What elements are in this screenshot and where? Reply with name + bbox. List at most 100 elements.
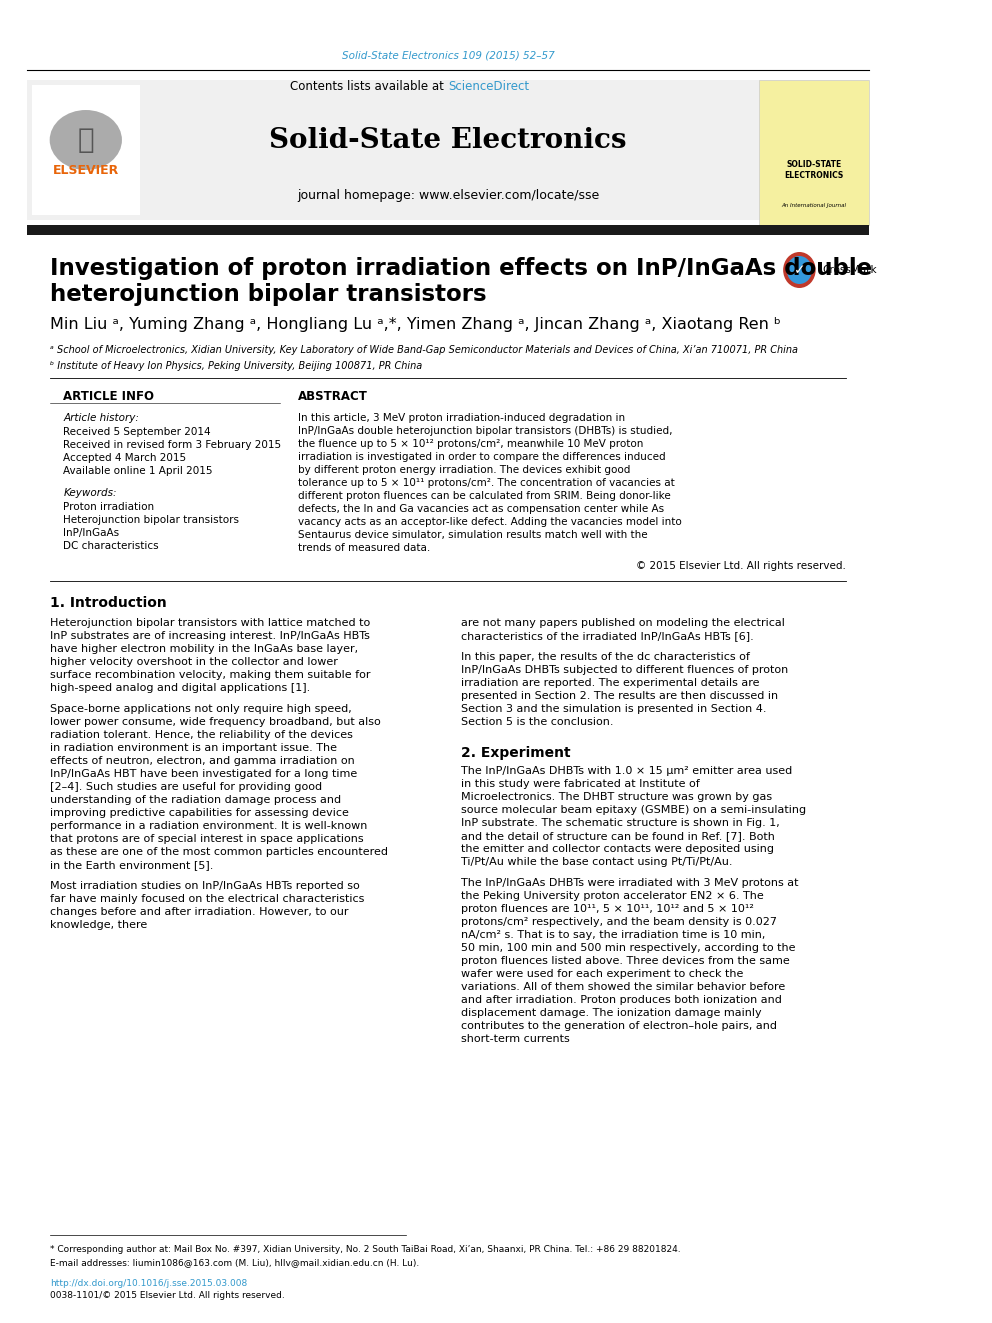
Text: InP substrates are of increasing interest. InP/InGaAs HBTs: InP substrates are of increasing interes… — [50, 631, 370, 642]
Text: wafer were used for each experiment to check the: wafer were used for each experiment to c… — [460, 968, 743, 979]
Text: An International Journal: An International Journal — [782, 202, 846, 208]
Text: lower power consume, wide frequency broadband, but also: lower power consume, wide frequency broa… — [50, 717, 380, 728]
Text: DC characteristics: DC characteristics — [63, 541, 159, 550]
Text: ELSEVIER: ELSEVIER — [53, 164, 119, 176]
Text: understanding of the radiation damage process and: understanding of the radiation damage pr… — [50, 795, 341, 804]
Text: characteristics of the irradiated InP/InGaAs HBTs [6].: characteristics of the irradiated InP/In… — [460, 631, 753, 642]
Text: in radiation environment is an important issue. The: in radiation environment is an important… — [50, 744, 336, 753]
Text: Heterojunction bipolar transistors with lattice matched to: Heterojunction bipolar transistors with … — [50, 618, 370, 628]
Text: variations. All of them showed the similar behavior before: variations. All of them showed the simil… — [460, 982, 785, 992]
Text: and the detail of structure can be found in Ref. [7]. Both: and the detail of structure can be found… — [460, 831, 775, 841]
Text: Contents lists available at: Contents lists available at — [291, 81, 448, 94]
Text: SOLID-STATE
ELECTRONICS: SOLID-STATE ELECTRONICS — [785, 160, 843, 180]
Text: journal homepage: www.elsevier.com/locate/sse: journal homepage: www.elsevier.com/locat… — [297, 188, 599, 201]
Text: far have mainly focused on the electrical characteristics: far have mainly focused on the electrica… — [50, 894, 364, 904]
Text: heterojunction bipolar transistors: heterojunction bipolar transistors — [50, 283, 486, 307]
Text: protons/cm² respectively, and the beam density is 0.027: protons/cm² respectively, and the beam d… — [460, 917, 777, 927]
Text: Proton irradiation: Proton irradiation — [63, 501, 155, 512]
Text: Solid-State Electronics: Solid-State Electronics — [269, 127, 627, 153]
Text: [2–4]. Such studies are useful for providing good: [2–4]. Such studies are useful for provi… — [50, 782, 321, 792]
Text: Space-borne applications not only require high speed,: Space-borne applications not only requir… — [50, 704, 351, 714]
Text: 0038-1101/© 2015 Elsevier Ltd. All rights reserved.: 0038-1101/© 2015 Elsevier Ltd. All right… — [50, 1291, 285, 1301]
Text: short-term currents: short-term currents — [460, 1035, 569, 1044]
Text: higher velocity overshoot in the collector and lower: higher velocity overshoot in the collect… — [50, 658, 337, 667]
Text: as these are one of the most common particles encountered: as these are one of the most common part… — [50, 847, 388, 857]
Text: displacement damage. The ionization damage mainly: displacement damage. The ionization dama… — [460, 1008, 761, 1017]
Text: Accepted 4 March 2015: Accepted 4 March 2015 — [63, 452, 186, 463]
Text: effects of neutron, electron, and gamma irradiation on: effects of neutron, electron, and gamma … — [50, 755, 354, 766]
Text: Min Liu ᵃ, Yuming Zhang ᵃ, Hongliang Lu ᵃ,*, Yimen Zhang ᵃ, Jincan Zhang ᵃ, Xiao: Min Liu ᵃ, Yuming Zhang ᵃ, Hongliang Lu … — [50, 318, 781, 332]
Text: proton fluences are 10¹¹, 5 × 10¹¹, 10¹² and 5 × 10¹²: proton fluences are 10¹¹, 5 × 10¹¹, 10¹²… — [460, 904, 754, 914]
Text: high-speed analog and digital applications [1].: high-speed analog and digital applicatio… — [50, 683, 310, 693]
Text: ᵇ Institute of Heavy Ion Physics, Peking University, Beijing 100871, PR China: ᵇ Institute of Heavy Ion Physics, Peking… — [50, 361, 422, 370]
Text: 🌳: 🌳 — [77, 126, 94, 153]
Text: trends of measured data.: trends of measured data. — [298, 542, 431, 553]
Text: the emitter and collector contacts were deposited using: the emitter and collector contacts were … — [460, 844, 774, 855]
Circle shape — [783, 251, 815, 288]
Text: Section 5 is the conclusion.: Section 5 is the conclusion. — [460, 717, 613, 728]
Text: 2. Experiment: 2. Experiment — [460, 746, 570, 759]
Bar — [759, 79, 869, 225]
Text: InP/InGaAs HBT have been investigated for a long time: InP/InGaAs HBT have been investigated fo… — [50, 769, 357, 779]
Text: InP/InGaAs: InP/InGaAs — [63, 528, 119, 538]
Text: CrossMark: CrossMark — [822, 265, 877, 275]
Text: knowledge, there: knowledge, there — [50, 919, 147, 930]
Text: ARTICLE INFO: ARTICLE INFO — [63, 390, 154, 404]
Text: in this study were fabricated at Institute of: in this study were fabricated at Institu… — [460, 779, 699, 789]
Text: proton fluences listed above. Three devices from the same: proton fluences listed above. Three devi… — [460, 957, 790, 966]
Bar — [27, 225, 869, 235]
Text: changes before and after irradiation. However, to our: changes before and after irradiation. Ho… — [50, 908, 348, 917]
Text: © 2015 Elsevier Ltd. All rights reserved.: © 2015 Elsevier Ltd. All rights reserved… — [637, 561, 846, 572]
Text: ✓: ✓ — [794, 263, 806, 277]
Text: in the Earth environment [5].: in the Earth environment [5]. — [50, 860, 213, 871]
Text: In this paper, the results of the dc characteristics of: In this paper, the results of the dc cha… — [460, 652, 750, 662]
Text: nA/cm² s. That is to say, the irradiation time is 10 min,: nA/cm² s. That is to say, the irradiatio… — [460, 930, 765, 941]
Text: the fluence up to 5 × 10¹² protons/cm², meanwhile 10 MeV proton: the fluence up to 5 × 10¹² protons/cm², … — [298, 439, 644, 448]
Text: 1. Introduction: 1. Introduction — [50, 595, 167, 610]
Text: ABSTRACT: ABSTRACT — [298, 390, 368, 404]
Ellipse shape — [50, 110, 122, 169]
FancyBboxPatch shape — [27, 79, 869, 220]
Text: the Peking University proton accelerator EN2 × 6. The: the Peking University proton accelerator… — [460, 890, 764, 901]
Text: The InP/InGaAs DHBTs were irradiated with 3 MeV protons at: The InP/InGaAs DHBTs were irradiated wit… — [460, 878, 799, 888]
Text: ᵃ School of Microelectronics, Xidian University, Key Laboratory of Wide Band-Gap: ᵃ School of Microelectronics, Xidian Uni… — [50, 345, 798, 355]
Text: Heterojunction bipolar transistors: Heterojunction bipolar transistors — [63, 515, 239, 525]
Text: that protons are of special interest in space applications: that protons are of special interest in … — [50, 833, 363, 844]
Text: Solid-State Electronics 109 (2015) 52–57: Solid-State Electronics 109 (2015) 52–57 — [341, 50, 555, 60]
Text: have higher electron mobility in the InGaAs base layer,: have higher electron mobility in the InG… — [50, 644, 358, 654]
Text: http://dx.doi.org/10.1016/j.sse.2015.03.008: http://dx.doi.org/10.1016/j.sse.2015.03.… — [50, 1278, 247, 1287]
Text: irradiation are reported. The experimental details are: irradiation are reported. The experiment… — [460, 677, 759, 688]
Text: InP/InGaAs double heterojunction bipolar transistors (DHBTs) is studied,: InP/InGaAs double heterojunction bipolar… — [298, 426, 673, 437]
Text: In this article, 3 MeV proton irradiation-induced degradation in: In this article, 3 MeV proton irradiatio… — [298, 413, 625, 423]
Text: source molecular beam epitaxy (GSMBE) on a semi-insulating: source molecular beam epitaxy (GSMBE) on… — [460, 804, 806, 815]
Text: Section 3 and the simulation is presented in Section 4.: Section 3 and the simulation is presente… — [460, 704, 766, 714]
Text: Most irradiation studies on InP/InGaAs HBTs reported so: Most irradiation studies on InP/InGaAs H… — [50, 881, 359, 890]
Text: improving predictive capabilities for assessing device: improving predictive capabilities for as… — [50, 808, 348, 818]
Text: Microelectronics. The DHBT structure was grown by gas: Microelectronics. The DHBT structure was… — [460, 792, 772, 802]
Text: Investigation of proton irradiation effects on InP/InGaAs double: Investigation of proton irradiation effe… — [50, 257, 872, 279]
Text: surface recombination velocity, making them suitable for: surface recombination velocity, making t… — [50, 669, 370, 680]
Text: E-mail addresses: liumin1086@163.com (M. Liu), hllv@mail.xidian.edu.cn (H. Lu).: E-mail addresses: liumin1086@163.com (M.… — [50, 1258, 419, 1267]
Text: Available online 1 April 2015: Available online 1 April 2015 — [63, 466, 212, 476]
Text: ScienceDirect: ScienceDirect — [448, 81, 529, 94]
Text: irradiation is investigated in order to compare the differences induced: irradiation is investigated in order to … — [298, 452, 666, 462]
Text: contributes to the generation of electron–hole pairs, and: contributes to the generation of electro… — [460, 1021, 777, 1031]
Text: InP/InGaAs DHBTs subjected to different fluences of proton: InP/InGaAs DHBTs subjected to different … — [460, 665, 788, 675]
Text: defects, the In and Ga vacancies act as compensation center while As: defects, the In and Ga vacancies act as … — [298, 504, 665, 515]
Text: InP substrate. The schematic structure is shown in Fig. 1,: InP substrate. The schematic structure i… — [460, 818, 780, 828]
Text: The InP/InGaAs DHBTs with 1.0 × 15 μm² emitter area used: The InP/InGaAs DHBTs with 1.0 × 15 μm² e… — [460, 766, 792, 777]
Text: different proton fluences can be calculated from SRIM. Being donor-like: different proton fluences can be calcula… — [298, 491, 671, 501]
Text: * Corresponding author at: Mail Box No. #397, Xidian University, No. 2 South Tai: * Corresponding author at: Mail Box No. … — [50, 1245, 681, 1254]
Text: presented in Section 2. The results are then discussed in: presented in Section 2. The results are … — [460, 691, 778, 701]
Text: performance in a radiation environment. It is well-known: performance in a radiation environment. … — [50, 822, 367, 831]
Text: by different proton energy irradiation. The devices exhibit good: by different proton energy irradiation. … — [298, 464, 631, 475]
Circle shape — [787, 255, 812, 284]
Text: radiation tolerant. Hence, the reliability of the devices: radiation tolerant. Hence, the reliabili… — [50, 730, 352, 740]
Text: are not many papers published on modeling the electrical: are not many papers published on modelin… — [460, 618, 785, 628]
Text: Received in revised form 3 February 2015: Received in revised form 3 February 2015 — [63, 441, 282, 450]
Text: Sentaurus device simulator, simulation results match well with the: Sentaurus device simulator, simulation r… — [298, 531, 648, 540]
Bar — [32, 85, 140, 216]
Text: Ti/Pt/Au while the base contact using Pt/Ti/Pt/Au.: Ti/Pt/Au while the base contact using Pt… — [460, 857, 732, 867]
Text: Received 5 September 2014: Received 5 September 2014 — [63, 427, 211, 437]
Text: 50 min, 100 min and 500 min respectively, according to the: 50 min, 100 min and 500 min respectively… — [460, 943, 796, 953]
